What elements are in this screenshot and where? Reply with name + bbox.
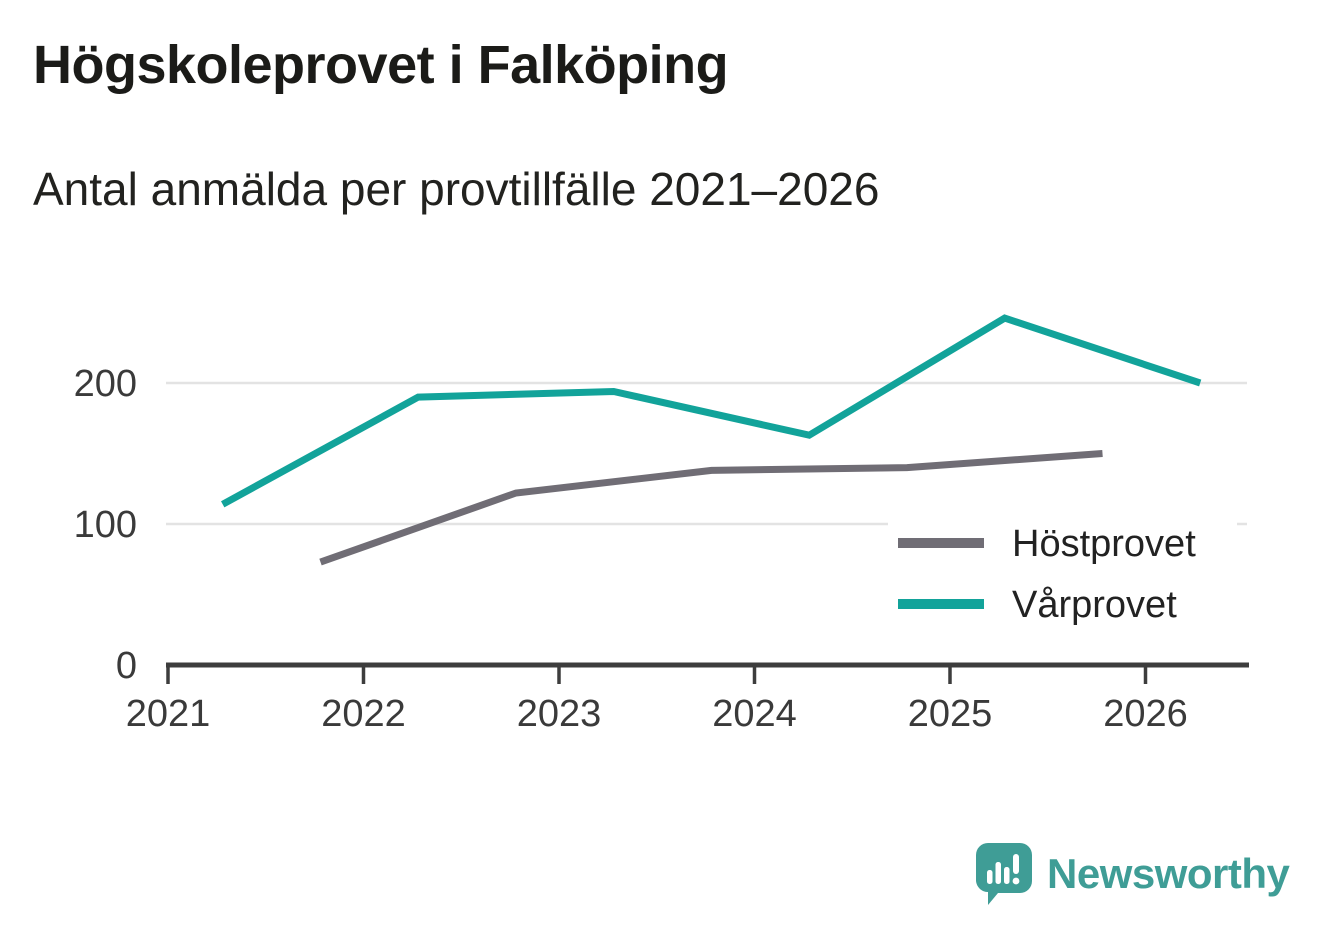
y-tick-label-100: 100: [74, 504, 137, 546]
logo-exclamation-dot: [1012, 877, 1020, 885]
series-line-höstprovet: [319, 450, 1103, 566]
y-tick-label-200: 200: [74, 363, 137, 405]
legend-label-höstprovet: Höstprovet: [1012, 523, 1196, 565]
legend-label-vårprovet: Vårprovet: [1012, 584, 1177, 626]
x-tick-label-2023: 2023: [517, 693, 602, 735]
x-tick-label-2025: 2025: [908, 693, 993, 735]
chart-subtitle: Antal anmälda per provtillfälle 2021–202…: [33, 163, 880, 215]
x-tick-label-2022: 2022: [321, 693, 406, 735]
series-line-vårprovet: [221, 314, 1202, 508]
brand-footer: Newsworthy: [976, 843, 1290, 905]
logo-bar-medium: [1004, 867, 1010, 884]
y-tick-label-0: 0: [116, 645, 137, 687]
logo-exclamation-bar: [1013, 854, 1019, 874]
legend-swatch-höstprovet: [898, 538, 984, 548]
newsworthy-logo-text: Newsworthy: [1047, 850, 1290, 897]
logo-bar-tall: [995, 862, 1001, 884]
x-tick-label-2026: 2026: [1103, 693, 1188, 735]
legend-swatch-vårprovet: [898, 599, 984, 609]
chart-title: Högskoleprovet i Falköping: [33, 35, 729, 95]
legend-background: [888, 516, 1237, 642]
logo-bar-small: [987, 870, 993, 884]
x-tick-label-2024: 2024: [712, 693, 797, 735]
newsworthy-logo-icon: [976, 843, 1032, 905]
x-tick-label-2021: 2021: [126, 693, 211, 735]
